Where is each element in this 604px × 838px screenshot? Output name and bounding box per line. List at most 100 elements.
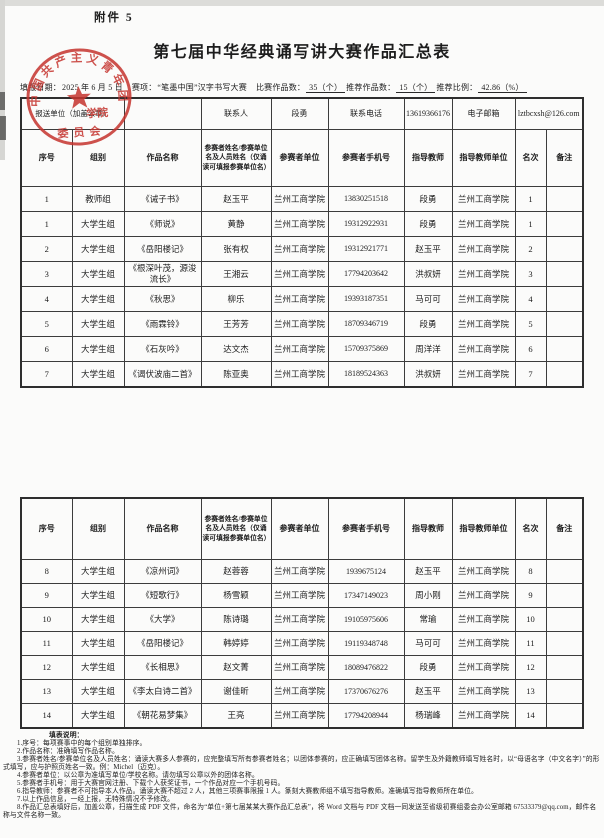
cell	[545, 679, 584, 704]
cell: 兰州工商学院	[270, 607, 329, 632]
cell: 兰州工商学院	[270, 211, 329, 237]
cell	[545, 583, 584, 608]
cell: 常瑜	[403, 607, 453, 632]
cell: 7	[20, 361, 73, 388]
column-header: 参赛者姓名/参赛单位名及人员姓名（仅诵读可填报参赛单位名）	[200, 497, 272, 560]
cell: 兰州工商学院	[451, 336, 516, 362]
cell	[545, 286, 584, 312]
note-item: 6.指导教师：参赛者不可指导本人作品。诵读大赛不超过 2 人，其他三项赛事限报 …	[17, 788, 478, 796]
cell: 大学生组	[71, 236, 125, 262]
column-header: 指导教师单位	[451, 497, 516, 560]
cell: 19105975606	[327, 607, 405, 632]
cell: 兰州工商学院	[270, 679, 329, 704]
summary-table-1: 报送单位（加盖公章） 联系人 段勇 联系电话 13619366176 电子邮箱 …	[20, 97, 584, 388]
table-row: 9 大学生组 《短歌行》 杨雪颖 兰州工商学院 17347149023 周小刚 兰州工商学院 9	[20, 583, 584, 608]
cell: 1	[514, 211, 547, 237]
column-header: 组别	[71, 497, 125, 560]
column-header: 序号	[20, 129, 73, 187]
cell: 大学生组	[71, 631, 125, 656]
cell: 17347149023	[327, 583, 405, 608]
column-header: 参赛者单位	[270, 497, 329, 560]
cell	[545, 311, 584, 337]
cell: 6	[20, 336, 73, 362]
cell: 《雨霖铃》	[123, 311, 202, 337]
table-row: 2 大学生组 《岳阳楼记》 张有权 兰州工商学院 19312921771 赵玉平 兰州工商学院…	[20, 236, 584, 262]
table-row: 5 大学生组 《雨霖铃》 王芳芳 兰州工商学院 18709346719 段勇 兰州工商学院 5	[20, 311, 584, 337]
cell: 大学生组	[71, 361, 125, 388]
cell: 兰州工商学院	[451, 583, 516, 608]
cell: 7	[514, 361, 547, 388]
table-row: 1 教师组 《诫子书》 赵玉平 兰州工商学院 13830251518 段勇 兰州工商学院 1	[20, 186, 584, 212]
cell: 兰州工商学院	[270, 361, 329, 388]
cell: 洪叔妍	[403, 361, 453, 388]
cell: 大学生组	[71, 211, 125, 237]
cell: 6	[514, 336, 547, 362]
cell: 17794203642	[327, 261, 405, 287]
column-header: 名次	[514, 497, 547, 560]
cell: 韩婷婷	[200, 631, 272, 656]
cell: 大学生组	[71, 286, 125, 312]
form-notes: 填表说明： 1.序号：每项赛事中的每个组别单独排序。 2.作品名称：准确填写作品名…	[3, 732, 601, 820]
cell: 1939675124	[327, 559, 405, 584]
cell: 《师说》	[123, 211, 202, 237]
cell: 兰州工商学院	[451, 286, 516, 312]
cell: 杨瑞峰	[403, 703, 453, 729]
column-header: 指导教师单位	[451, 129, 516, 187]
cell: 大学生组	[71, 655, 125, 680]
cell: 兰州工商学院	[270, 311, 329, 337]
cell	[545, 607, 584, 632]
cell: 柳乐	[200, 286, 272, 312]
cell: 兰州工商学院	[451, 261, 516, 287]
cell: 《岳阳楼记》	[123, 236, 202, 262]
cell: 《根深叶茂，源浚流长》	[123, 261, 202, 287]
scan-edge-top	[0, 0, 604, 6]
cell: 兰州工商学院	[270, 236, 329, 262]
table-row: 8 大学生组 《凉州词》 赵蓉蓉 兰州工商学院 1939675124 赵玉平 兰州工商学院 8	[20, 559, 584, 584]
cell: 19119348748	[327, 631, 405, 656]
cell: 谢佳昕	[200, 679, 272, 704]
cell: 5	[514, 311, 547, 337]
table-row: 1 大学生组 《师说》 黄静 兰州工商学院 19312922931 段勇 兰州工商学院 1	[20, 211, 584, 237]
entries-label: 比赛作品数：	[255, 83, 306, 92]
cell: 王亮	[200, 703, 272, 729]
contact-row: 报送单位（加盖公章） 联系人 段勇 联系电话 13619366176 电子邮箱 …	[20, 97, 584, 130]
cell	[545, 655, 584, 680]
cell: 兰州工商学院	[451, 186, 516, 212]
cell: 兰州工商学院	[451, 607, 516, 632]
column-header: 参赛者姓名/参赛单位名及人员姓名（仅诵读可填报参赛单位名）	[200, 129, 272, 187]
cell: 陈亚奥	[200, 361, 272, 388]
contact-label: 联系人	[200, 97, 272, 130]
cell: 王湘云	[200, 261, 272, 287]
cell: 周小刚	[403, 583, 453, 608]
report-unit-label: 报送单位（加盖公章）	[20, 97, 125, 130]
cell: 《长相思》	[123, 655, 202, 680]
scan-edge-left	[0, 0, 5, 160]
event-value: “笔墨中国”汉字书写大赛	[157, 83, 247, 92]
cell: 大学生组	[71, 607, 125, 632]
cell: 17794208944	[327, 703, 405, 729]
cell: 兰州工商学院	[270, 186, 329, 212]
summary-table-2: 序号 组别 作品名称 参赛者姓名/参赛单位名及人员姓名（仅诵读可填报参赛单位名） 参赛者…	[20, 497, 584, 729]
column-header: 序号	[20, 497, 73, 560]
cell: 大学生组	[71, 583, 125, 608]
cell: 马可可	[403, 631, 453, 656]
cell: 赵文菁	[200, 655, 272, 680]
cell: 4	[514, 286, 547, 312]
column-header: 作品名称	[123, 129, 202, 187]
cell: 兰州工商学院	[270, 655, 329, 680]
cell: 赵玉平	[200, 186, 272, 212]
ratio-label: 推荐比例：	[436, 83, 478, 92]
cell: 《诫子书》	[123, 186, 202, 212]
column-header: 组别	[71, 129, 125, 187]
column-header: 备注	[545, 497, 584, 560]
table-row: 4 大学生组 《秋思》 柳乐 兰州工商学院 19393187351 马可可 兰州工商学院 4	[20, 286, 584, 312]
cell: 1	[514, 186, 547, 212]
cell: 9	[20, 583, 73, 608]
cell: 大学生组	[71, 703, 125, 729]
cell: 5	[20, 311, 73, 337]
cell: 15709375869	[327, 336, 405, 362]
cell: 杨雪颖	[200, 583, 272, 608]
cell: 黄静	[200, 211, 272, 237]
date-label: 填报日期：	[20, 83, 61, 92]
cell: 段勇	[403, 211, 453, 237]
